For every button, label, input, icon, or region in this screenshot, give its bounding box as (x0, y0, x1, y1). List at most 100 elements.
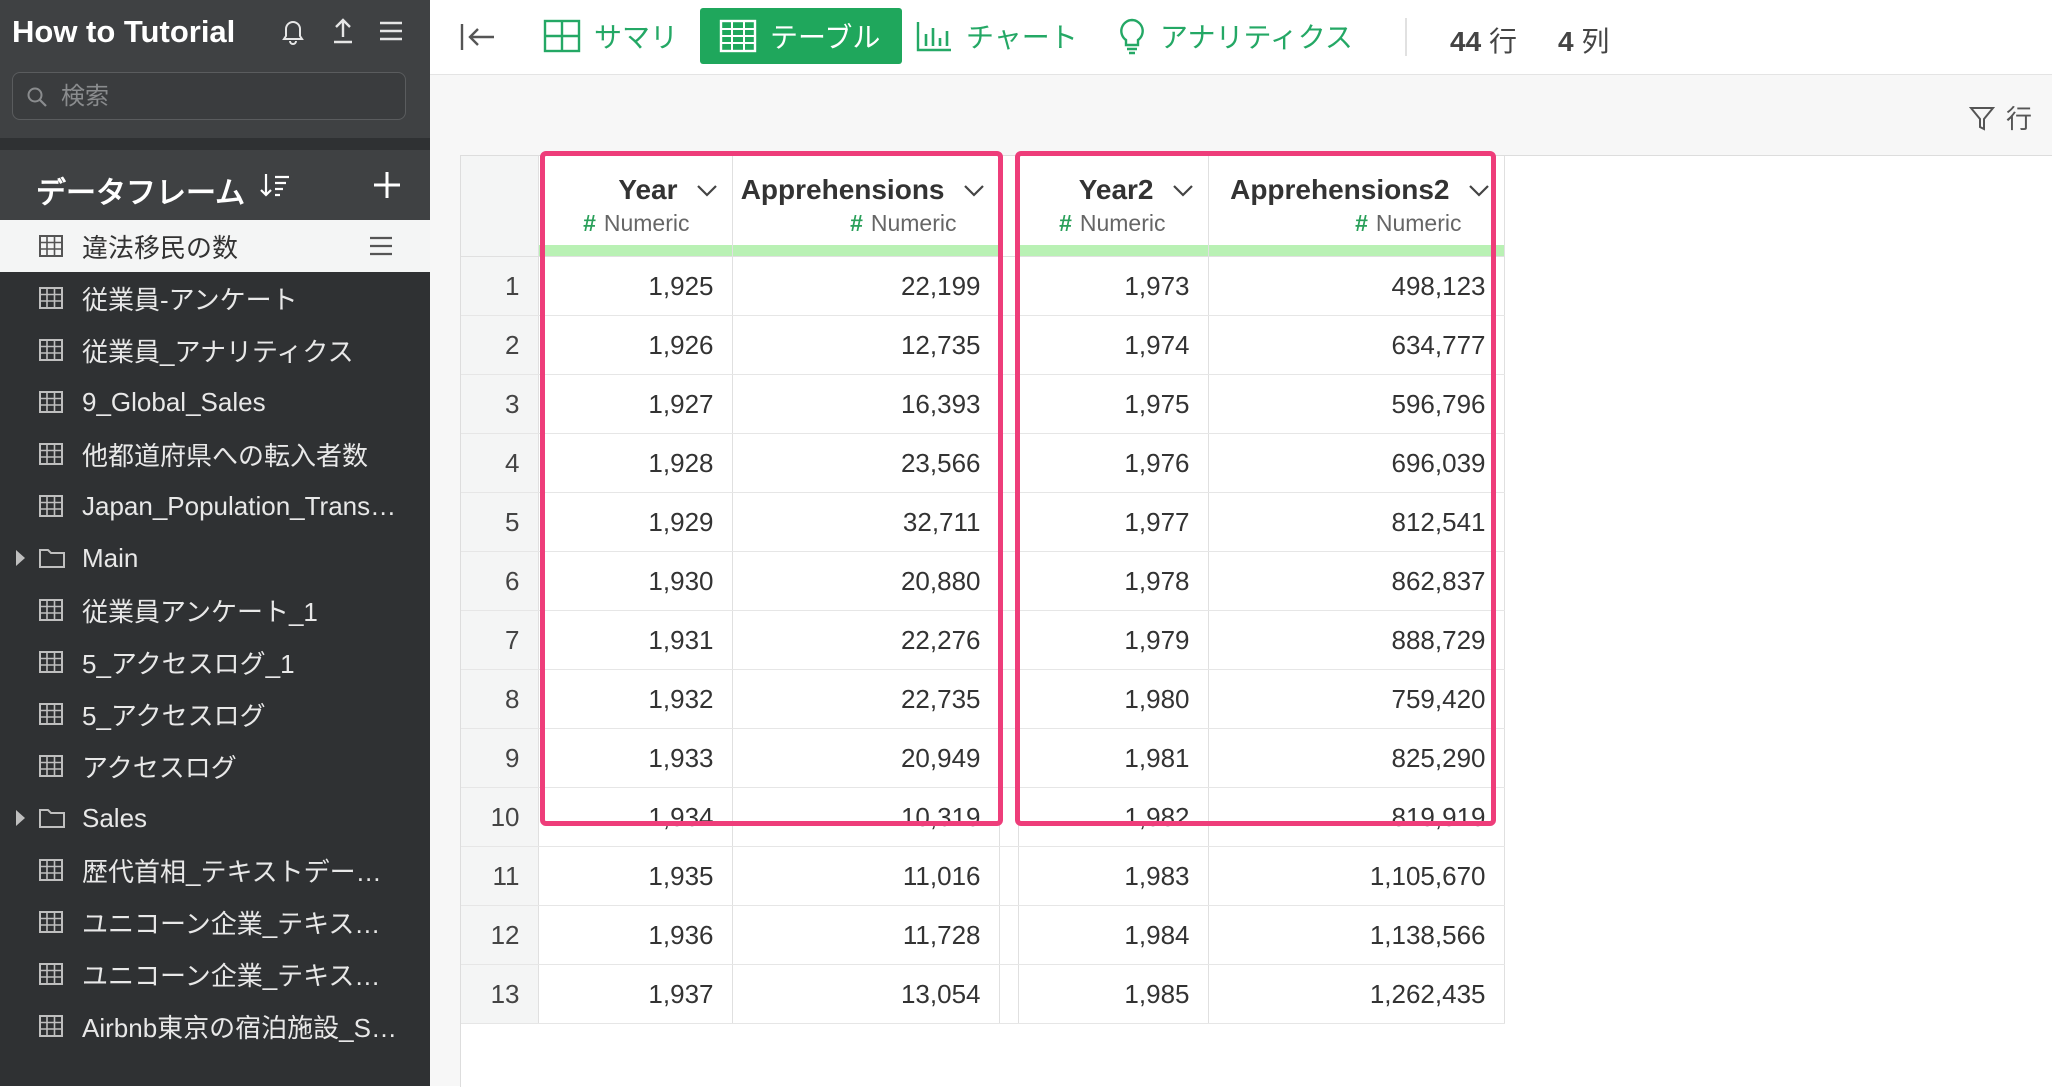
table-cell[interactable]: 13,054 (732, 964, 1000, 1024)
column-header[interactable]: Apprehensions # Numeric (732, 156, 1000, 257)
table-cell[interactable]: 696,039 (1208, 433, 1505, 493)
sidebar-dataframe-item[interactable]: 従業員_アナリティクス (0, 324, 430, 376)
sidebar-dataframe-item[interactable]: 歴代首相_テキストデー… (0, 844, 430, 896)
sidebar-dataframe-item[interactable]: アクセスログ (0, 740, 430, 792)
tab-table[interactable]: テーブル (700, 8, 903, 64)
collapse-sidebar-icon[interactable] (458, 20, 498, 54)
sidebar-item-label: ユニコーン企業_テキス… (82, 960, 381, 991)
sidebar-dataframe-item[interactable]: Airbnb東京の宿泊施設_S… (0, 1000, 430, 1052)
table-cell[interactable]: 1,984 (1018, 905, 1209, 965)
sidebar-item-label: 従業員-アンケート (82, 284, 298, 315)
table-cell[interactable]: 20,880 (732, 551, 1000, 611)
column-header[interactable]: Year # Numeric (538, 156, 733, 257)
table-cell[interactable]: 1,935 (538, 846, 733, 906)
table-cell[interactable]: 1,928 (538, 433, 733, 493)
table-cell[interactable]: 22,276 (732, 610, 1000, 670)
hamburger-menu-icon[interactable] (376, 16, 406, 46)
table-cell[interactable]: 1,980 (1018, 669, 1209, 729)
table-cell[interactable]: 1,977 (1018, 492, 1209, 552)
table-cell[interactable]: 1,929 (538, 492, 733, 552)
table-cell[interactable]: 1,979 (1018, 610, 1209, 670)
table-cell[interactable]: 819,919 (1208, 787, 1505, 847)
table-cell[interactable]: 1,936 (538, 905, 733, 965)
table-cell[interactable]: 1,931 (538, 610, 733, 670)
table-cell[interactable]: 1,978 (1018, 551, 1209, 611)
table-cell[interactable]: 1,973 (1018, 256, 1209, 316)
chevron-down-icon[interactable] (696, 184, 718, 198)
table-cell[interactable]: 10,319 (732, 787, 1000, 847)
sidebar-dataframe-item[interactable]: 他都道府県への転入者数 (0, 428, 430, 480)
table-cell[interactable]: 22,735 (732, 669, 1000, 729)
table-cell[interactable]: 20,949 (732, 728, 1000, 788)
table-cell[interactable]: 862,837 (1208, 551, 1505, 611)
table-cell[interactable]: 1,983 (1018, 846, 1209, 906)
table-cell[interactable]: 1,932 (538, 669, 733, 729)
row-number: 1 (461, 256, 539, 316)
table-cell[interactable]: 1,262,435 (1208, 964, 1505, 1024)
table-cell[interactable]: 1,982 (1018, 787, 1209, 847)
search-input[interactable] (59, 81, 393, 113)
table-cell[interactable]: 23,566 (732, 433, 1000, 493)
table-cell[interactable]: 1,975 (1018, 374, 1209, 434)
data-table-container: Year # Numeric Apprehensions # Numeric Year2 # N… (460, 155, 2052, 1087)
upload-icon[interactable] (328, 16, 358, 46)
sort-icon[interactable] (258, 170, 292, 200)
expand-arrow-icon[interactable] (16, 810, 25, 826)
numeric-type-icon: # (583, 210, 596, 236)
column-header[interactable]: Apprehensions2 # Numeric (1208, 156, 1505, 257)
table-cell[interactable]: 498,123 (1208, 256, 1505, 316)
sidebar-dataframe-item[interactable]: ユニコーン企業_テキス… (0, 896, 430, 948)
bell-icon[interactable] (278, 16, 308, 46)
column-type: # Numeric (1355, 210, 1461, 237)
sidebar-header: How to Tutorial (0, 0, 430, 138)
table-cell[interactable]: 759,420 (1208, 669, 1505, 729)
table-cell[interactable]: 1,976 (1018, 433, 1209, 493)
table-cell[interactable]: 1,927 (538, 374, 733, 434)
chevron-down-icon[interactable] (1172, 184, 1194, 198)
add-dataframe-icon[interactable] (370, 168, 404, 202)
table-cell[interactable]: 1,138,566 (1208, 905, 1505, 965)
table-cell[interactable]: 1,937 (538, 964, 733, 1024)
table-cell[interactable]: 1,934 (538, 787, 733, 847)
table-cell[interactable]: 1,981 (1018, 728, 1209, 788)
expand-arrow-icon[interactable] (16, 550, 25, 566)
table-cell[interactable]: 1,105,670 (1208, 846, 1505, 906)
table-cell[interactable]: 11,016 (732, 846, 1000, 906)
column-header[interactable]: Year2 # Numeric (1018, 156, 1209, 257)
table-cell[interactable]: 888,729 (1208, 610, 1505, 670)
row-number: 5 (461, 492, 539, 552)
table-cell[interactable]: 634,777 (1208, 315, 1505, 375)
table-cell[interactable]: 825,290 (1208, 728, 1505, 788)
sidebar-dataframe-item[interactable]: 違法移民の数 (0, 220, 430, 272)
sidebar-dataframe-item[interactable]: 5_アクセスログ (0, 688, 430, 740)
tab-analytics[interactable]: アナリティクス (1116, 8, 1353, 64)
table-cell[interactable]: 11,728 (732, 905, 1000, 965)
table-cell[interactable]: 1,933 (538, 728, 733, 788)
table-cell[interactable]: 22,199 (732, 256, 1000, 316)
table-cell[interactable]: 1,974 (1018, 315, 1209, 375)
table-cell[interactable]: 812,541 (1208, 492, 1505, 552)
table-cell[interactable]: 1,930 (538, 551, 733, 611)
table-cell[interactable]: 1,985 (1018, 964, 1209, 1024)
sidebar-folder[interactable]: Main (0, 532, 430, 584)
sidebar-dataframe-item[interactable]: 従業員-アンケート (0, 272, 430, 324)
row-filter-button[interactable]: 行 (1968, 99, 2032, 136)
tab-chart[interactable]: チャート (914, 8, 1078, 64)
tab-summary[interactable]: サマリ (542, 8, 678, 64)
table-cell[interactable]: 1,925 (538, 256, 733, 316)
sidebar-dataframe-item[interactable]: 5_アクセスログ_1 (0, 636, 430, 688)
sidebar-folder[interactable]: Sales (0, 792, 430, 844)
chevron-down-icon[interactable] (1468, 184, 1490, 198)
sidebar-dataframe-item[interactable]: 従業員アンケート_1 (0, 584, 430, 636)
sidebar-dataframe-item[interactable]: Japan_Population_Transfer (0, 480, 430, 532)
table-cell[interactable]: 16,393 (732, 374, 1000, 434)
table-cell[interactable]: 596,796 (1208, 374, 1505, 434)
table-cell[interactable]: 32,711 (732, 492, 1000, 552)
sidebar-dataframe-item[interactable]: 9_Global_Sales (0, 376, 430, 428)
table-row: 12 1,936 11,728 1,984 1,138,566 (461, 905, 1505, 965)
chevron-down-icon[interactable] (963, 184, 985, 198)
item-menu-icon[interactable] (368, 234, 394, 258)
sidebar-dataframe-item[interactable]: ユニコーン企業_テキス… (0, 948, 430, 1000)
table-cell[interactable]: 12,735 (732, 315, 1000, 375)
table-cell[interactable]: 1,926 (538, 315, 733, 375)
